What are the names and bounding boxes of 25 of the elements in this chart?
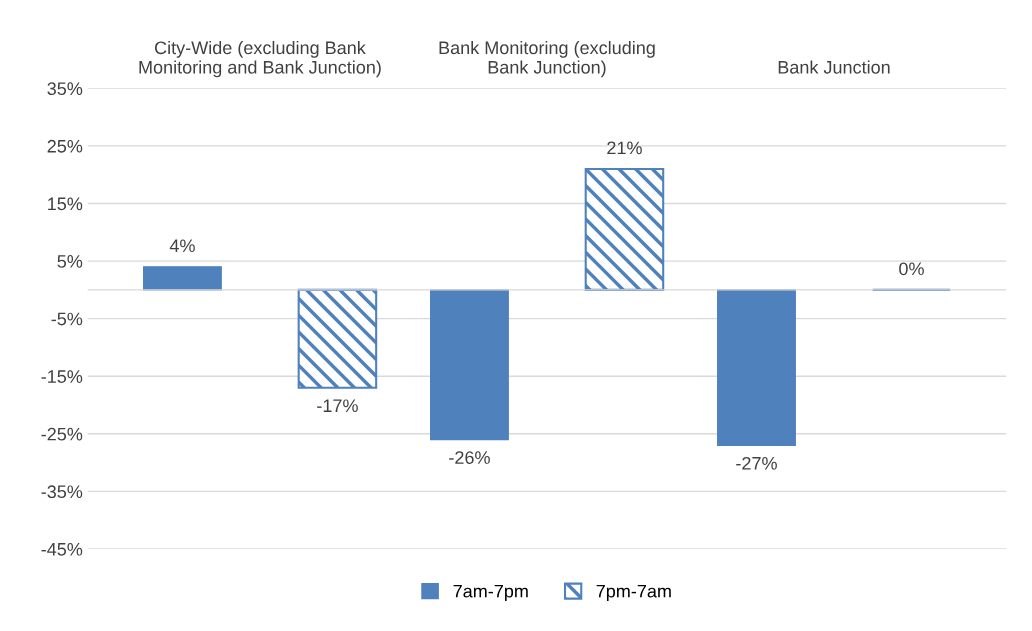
- y-tick-label: -5%: [51, 312, 83, 326]
- x-tick-label: Bank Junction: [778, 60, 890, 74]
- data-label: -26%: [449, 451, 490, 464]
- bar: [584, 167, 665, 291]
- bar: [717, 289, 796, 447]
- y-tick-label: -45%: [41, 542, 83, 556]
- y-tick-label: 25%: [47, 139, 83, 153]
- bar: [430, 289, 509, 441]
- data-label: 4%: [169, 239, 195, 253]
- x-tick-label: Bank Monitoring (excluding Bank Junction): [439, 40, 655, 78]
- y-tick-label: -25%: [41, 427, 83, 441]
- legend-label: 7pm-7am: [596, 584, 671, 602]
- data-label: 0%: [899, 262, 924, 276]
- y-tick-label: 5%: [57, 255, 83, 268]
- y-tick-label: -35%: [41, 485, 83, 499]
- y-tick-label: -15%: [41, 370, 83, 383]
- x-tick-label: City-Wide (excluding Bank Monitoring and Bank Junction): [139, 40, 381, 78]
- bar: [297, 288, 378, 389]
- data-label: -27%: [736, 456, 777, 470]
- data-label: 21%: [607, 141, 642, 155]
- bar: [142, 266, 222, 291]
- y-tick-label: 35%: [47, 82, 83, 96]
- data-label: -17%: [317, 399, 358, 413]
- y-tick-label: 15%: [48, 197, 83, 211]
- legend-label: 7am-7pm: [453, 584, 528, 602]
